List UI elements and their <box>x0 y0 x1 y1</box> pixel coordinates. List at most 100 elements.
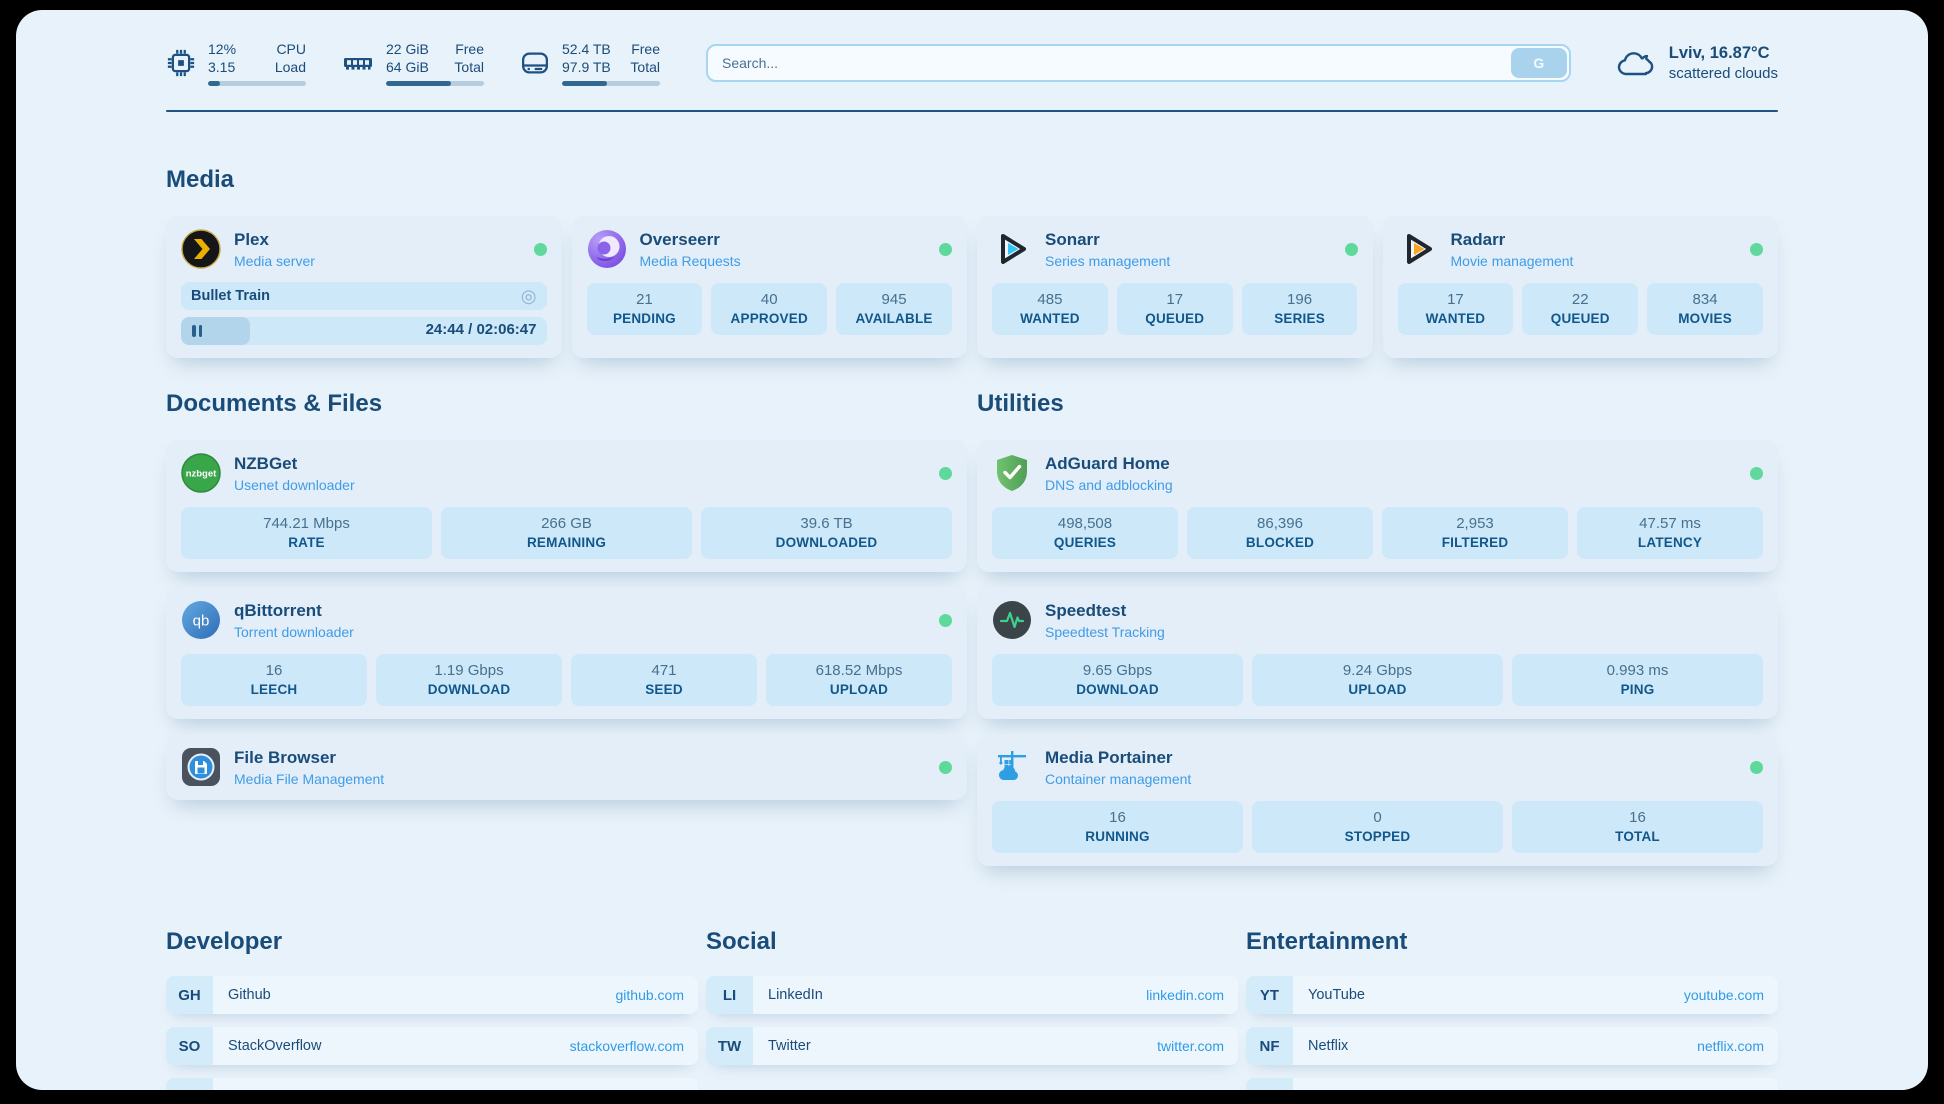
ram-free-value: 22 GiB <box>386 41 429 57</box>
link-item-youtube[interactable]: YT YouTube youtube.com <box>1246 976 1778 1015</box>
search-input[interactable] <box>706 44 1571 83</box>
app-card-nzbget[interactable]: nzbget NZBGet Usenet downloader 74 <box>166 440 967 573</box>
stat-label: UPLOAD <box>829 682 889 698</box>
link-name: Github <box>228 987 271 1004</box>
ram-label-2: Total <box>454 59 484 76</box>
stat-box: 1.19 Gbps DOWNLOAD <box>376 654 562 707</box>
link-badge: DT <box>166 1078 213 1090</box>
disk-stat: 52.4 TB 97.9 TB Free Total <box>520 40 660 87</box>
link-item-github[interactable]: GH Github github.com <box>166 976 698 1015</box>
link-url: stackoverflow.com <box>569 1038 684 1055</box>
link-badge: TW <box>706 1027 753 1066</box>
link-item-netflix[interactable]: NF Netflix netflix.com <box>1246 1027 1778 1066</box>
stat-label: LEECH <box>250 682 298 698</box>
link-badge: NF <box>1246 1027 1293 1066</box>
stat-box: 618.52 Mbps UPLOAD <box>766 654 952 707</box>
app-card-portainer[interactable]: Media Portainer Container management 16 … <box>977 734 1778 867</box>
section-title-entertainment: Entertainment <box>1246 928 1408 956</box>
app-card-sonarr[interactable]: Sonarr Series management 485 WANTED 17 Q… <box>977 216 1373 359</box>
stat-value: 17 <box>1166 291 1184 309</box>
stat-value: 16 <box>1629 809 1646 827</box>
stat-box: 16 TOTAL <box>1512 801 1763 854</box>
sonarr-icon <box>992 229 1032 269</box>
stat-value: 16 <box>1109 809 1126 827</box>
link-item-dev[interactable]: DT DEV dev.to <box>166 1078 698 1090</box>
link-item-reddit[interactable]: RE Reddit reddit.com <box>1246 1078 1778 1090</box>
qbittorrent-icon: qb <box>181 600 221 640</box>
disk-free-value: 52.4 TB <box>562 41 611 57</box>
stat-box: 744.21 Mbps RATE <box>181 507 432 560</box>
now-playing-row: Bullet Train ◎ <box>181 282 547 311</box>
ram-stat: 22 GiB 64 GiB Free Total <box>342 40 484 87</box>
app-card-overseerr[interactable]: Overseerr Media Requests 21 PENDING 40 A… <box>571 216 967 359</box>
cpu-icon <box>166 48 196 78</box>
app-card-qbittorrent[interactable]: qb qBittorrent Torrent downloader <box>166 587 967 720</box>
cpu-progress-fill <box>208 81 220 87</box>
app-card-radarr[interactable]: Radarr Movie management 17 WANTED 22 QUE… <box>1382 216 1778 359</box>
link-name: Netflix <box>1308 1038 1349 1055</box>
stat-label: TOTAL <box>1615 829 1660 845</box>
link-badge: GH <box>166 976 213 1015</box>
cpu-label-2: Load <box>274 59 306 76</box>
links-column-entertainment: Entertainment YT YouTube youtube.com NF … <box>1246 928 1778 1090</box>
stat-label: LATENCY <box>1637 535 1703 551</box>
stat-box: 40 APPROVED <box>711 283 828 336</box>
stat-value: 266 GB <box>541 515 592 533</box>
stat-value: 834 <box>1692 291 1718 309</box>
disk-label-2: Total <box>630 59 660 76</box>
stat-value: 16 <box>265 662 283 680</box>
stat-box: 2,953 FILTERED <box>1382 507 1568 560</box>
link-item-stackoverflow[interactable]: SO StackOverflow stackoverflow.com <box>166 1027 698 1066</box>
app-card-adguard[interactable]: AdGuard Home DNS and adblocking 498,508 … <box>977 440 1778 573</box>
stat-value: 498,508 <box>1057 515 1113 533</box>
header-divider <box>166 110 1778 113</box>
stat-label: QUERIES <box>1053 535 1117 551</box>
status-dot-online <box>1750 242 1763 256</box>
speedtest-icon <box>992 600 1032 640</box>
stat-value: 39.6 TB <box>800 515 853 533</box>
disk-progress-track <box>562 81 660 87</box>
stat-box: 196 SERIES <box>1241 283 1358 336</box>
stat-value: 0 <box>1373 809 1382 827</box>
status-dot-online <box>1750 760 1763 774</box>
ram-label-1: Free <box>455 41 484 57</box>
app-name: Media Portainer <box>1045 748 1173 768</box>
link-item-twitter[interactable]: TW Twitter twitter.com <box>706 1027 1238 1066</box>
stat-value: 0.993 ms <box>1606 662 1669 680</box>
app-description: Usenet downloader <box>234 476 355 493</box>
app-card-speedtest[interactable]: Speedtest Speedtest Tracking 9.65 Gbps D… <box>977 587 1778 720</box>
app-description: Media File Management <box>234 770 385 787</box>
link-item-linkedin[interactable]: LI LinkedIn linkedin.com <box>706 976 1238 1015</box>
stat-value: 618.52 Mbps <box>815 662 903 680</box>
dashboard-page: 12% 3.15 CPU Load <box>16 10 1928 1090</box>
stat-label: SEED <box>645 682 683 698</box>
section-title-utilities: Utilities <box>977 390 1064 418</box>
app-card-filebrowser[interactable]: File Browser Media File Management <box>166 734 967 801</box>
status-dot-online <box>939 760 952 774</box>
app-name: Sonarr <box>1045 230 1100 250</box>
section-title-developer: Developer <box>166 928 283 956</box>
stat-box: 17 QUEUED <box>1116 283 1233 336</box>
stat-label: AVAILABLE <box>855 311 933 327</box>
svg-text:qb: qb <box>193 613 210 630</box>
session-settings-icon[interactable]: ◎ <box>520 286 537 307</box>
stat-box: 266 GB REMAINING <box>441 507 692 560</box>
link-url: linkedin.com <box>1146 987 1224 1004</box>
stat-value: 945 <box>881 291 907 309</box>
stat-box: 39.6 TB DOWNLOADED <box>701 507 952 560</box>
stat-box: 9.24 Gbps UPLOAD <box>1252 654 1503 707</box>
app-name: Overseerr <box>639 230 720 250</box>
app-name: File Browser <box>234 748 337 768</box>
stat-label: UPLOAD <box>1348 682 1407 698</box>
stat-box: 17 WANTED <box>1397 283 1514 336</box>
search-engine-button[interactable]: G <box>1510 48 1567 79</box>
stat-box: 945 AVAILABLE <box>836 283 952 336</box>
utilities-column: Utilities <box>977 390 1778 867</box>
header-bar: 12% 3.15 CPU Load <box>166 10 1778 87</box>
app-card-plex[interactable]: Plex Media server Bullet Train ◎ 24:44 /… <box>166 216 562 359</box>
ram-progress-track <box>386 81 484 87</box>
app-description: Speedtest Tracking <box>1045 623 1165 640</box>
link-name: Twitter <box>768 1038 811 1055</box>
system-stats: 12% 3.15 CPU Load <box>166 40 660 87</box>
app-name: Plex <box>234 230 269 250</box>
